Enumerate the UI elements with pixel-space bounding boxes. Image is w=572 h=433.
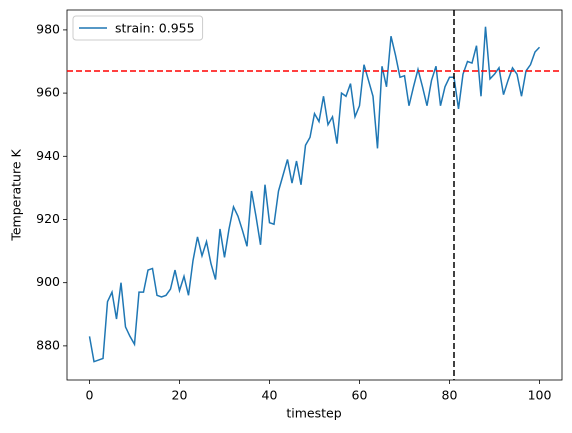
y-tick-label: 900 bbox=[36, 274, 60, 289]
x-axis-label: timestep bbox=[286, 406, 341, 421]
y-tick-label: 880 bbox=[36, 337, 60, 352]
legend-label: strain: 0.955 bbox=[115, 21, 195, 36]
line-series bbox=[88, 26, 541, 363]
x-tick-label: 0 bbox=[86, 388, 94, 403]
y-tick-label: 920 bbox=[36, 211, 60, 226]
x-tick-label: 80 bbox=[442, 388, 458, 403]
x-tick-label: 100 bbox=[528, 388, 552, 403]
y-axis-label: Temperature K bbox=[9, 149, 24, 242]
y-tick-label: 980 bbox=[36, 21, 60, 36]
x-tick-label: 40 bbox=[262, 388, 278, 403]
x-tick-label: 60 bbox=[352, 388, 368, 403]
y-tick-label: 960 bbox=[36, 85, 60, 100]
plot-frame bbox=[66, 9, 563, 381]
legend-box bbox=[72, 15, 204, 41]
y-tick-label: 940 bbox=[36, 148, 60, 163]
x-tick-label: 20 bbox=[172, 388, 188, 403]
